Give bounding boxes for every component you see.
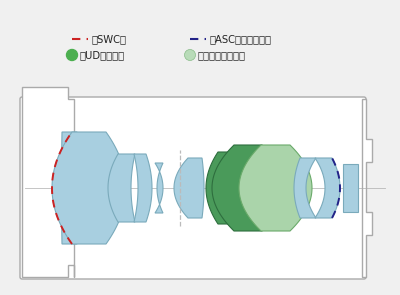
- PathPatch shape: [155, 163, 163, 213]
- PathPatch shape: [108, 154, 135, 222]
- FancyBboxPatch shape: [20, 97, 366, 279]
- PathPatch shape: [315, 158, 340, 218]
- PathPatch shape: [206, 152, 235, 224]
- PathPatch shape: [343, 164, 358, 212]
- PathPatch shape: [239, 145, 312, 231]
- PathPatch shape: [212, 145, 286, 231]
- PathPatch shape: [294, 158, 316, 218]
- Circle shape: [184, 50, 196, 60]
- Polygon shape: [22, 87, 74, 277]
- Circle shape: [66, 50, 78, 60]
- PathPatch shape: [62, 132, 78, 244]
- Text: はSWC、: はSWC、: [92, 34, 127, 44]
- Text: はASCを表します。: はASCを表します。: [210, 34, 272, 44]
- PathPatch shape: [52, 132, 126, 244]
- PathPatch shape: [174, 158, 204, 218]
- PathPatch shape: [134, 154, 152, 222]
- Polygon shape: [362, 99, 372, 277]
- Text: はUDレンズ、: はUDレンズ、: [80, 50, 125, 60]
- Text: は非球面レンズ、: は非球面レンズ、: [198, 50, 246, 60]
